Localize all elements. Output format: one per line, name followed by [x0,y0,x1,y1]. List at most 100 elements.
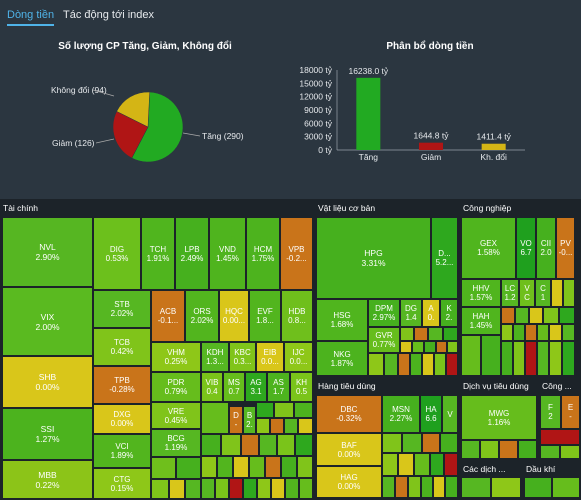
stock-cell-small[interactable] [256,402,274,418]
stock-cell-kdh[interactable]: KDH 1.3... [201,342,229,372]
stock-cell-small[interactable] [549,324,562,341]
stock-cell-lc[interactable]: LC 1.2 [501,279,519,307]
stock-cell-dpm[interactable]: DPM 2.97% [368,299,400,327]
stock-cell-small[interactable] [284,418,298,434]
stock-cell-nkg[interactable]: NKG 1.87% [316,341,368,376]
stock-cell-small[interactable] [430,453,444,476]
stock-cell-small[interactable] [543,307,559,324]
stock-cell-small[interactable] [436,341,447,353]
stock-cell-small[interactable] [402,433,422,453]
stock-cell-small[interactable] [515,307,529,324]
stock-cell-small[interactable] [201,478,215,499]
stock-cell-small[interactable] [421,476,433,498]
stock-cell-vpb[interactable]: VPB -0.2... [280,217,313,290]
stock-cell-small[interactable] [400,327,414,341]
stock-cell-d[interactable]: D- [229,406,243,434]
stock-cell-small[interactable] [551,279,563,307]
stock-cell-small[interactable] [412,341,424,353]
stock-cell-gex[interactable]: GEX 1.58% [461,217,516,279]
stock-cell-small[interactable] [529,307,543,324]
stock-cell-small[interactable] [446,353,458,376]
stock-cell-small[interactable] [560,445,580,459]
stock-cell-ssi[interactable]: SSI 1.27% [2,408,93,460]
stock-cell-tpb[interactable]: TPB -0.28% [93,366,151,404]
stock-cell-small[interactable] [241,434,259,456]
stock-cell-small[interactable] [298,418,313,434]
stock-cell-small[interactable] [525,341,537,376]
stock-cell-shb[interactable]: SHB 0.00% [2,356,93,408]
stock-cell-small[interactable] [229,478,243,499]
stock-cell-as[interactable]: AS 1.7 [267,372,290,402]
stock-cell-small[interactable] [434,353,446,376]
tab-dong-tien[interactable]: Dòng tiền [7,9,55,26]
stock-cell-small[interactable] [169,479,185,499]
stock-cell-small[interactable] [525,324,537,341]
stock-cell-small[interactable] [249,456,265,478]
stock-cell-small[interactable] [552,477,580,498]
stock-cell-small[interactable] [445,476,458,498]
stock-cell-small[interactable] [384,353,398,376]
stock-cell-small[interactable] [398,353,410,376]
stock-cell-small[interactable] [444,453,458,476]
stock-cell-small[interactable] [368,353,384,376]
stock-cell-small[interactable] [501,307,515,324]
stock-cell-small[interactable] [151,479,169,499]
stock-cell-small[interactable] [233,456,249,478]
stock-cell-small[interactable] [537,341,549,376]
stock-cell-small[interactable] [285,478,299,499]
stock-cell-small[interactable] [185,479,201,499]
stock-cell-small[interactable] [513,341,525,376]
stock-cell-small[interactable] [398,453,414,476]
stock-cell-ag[interactable]: AG 3.1 [245,372,267,402]
stock-cell-dxg[interactable]: DXG 0.00% [93,404,151,434]
stock-cell-lpb[interactable]: LPB 2.49% [175,217,209,290]
stock-cell-small[interactable] [295,434,313,456]
stock-cell-mbb[interactable]: MBB 0.22% [2,460,93,499]
stock-cell-small[interactable] [382,433,402,453]
stock-cell-vre[interactable]: VRE 0.45% [151,402,201,429]
stock-cell-small[interactable] [151,457,176,479]
stock-cell-small[interactable] [461,335,481,376]
stock-cell-evf[interactable]: EVF 1.8... [249,290,281,342]
stock-cell-acb[interactable]: ACB -0.1... [151,290,185,342]
stock-cell-small[interactable] [281,456,297,478]
stock-cell-k[interactable]: K 2. [440,299,458,327]
stock-cell-ijc[interactable]: IJC 0.0... [284,342,313,372]
stock-cell-small[interactable] [501,324,513,341]
stock-cell-small[interactable] [274,402,294,418]
stock-cell-small[interactable] [201,456,217,478]
stock-cell-small[interactable] [499,440,518,459]
stock-cell-small[interactable] [481,335,501,376]
stock-cell-ctg[interactable]: CTG 0.15% [93,468,151,499]
stock-cell-small[interactable] [428,327,443,341]
stock-cell-e[interactable]: E- [561,395,580,429]
stock-cell-hsg[interactable]: HSG 1.68% [316,299,368,341]
stock-cell-small[interactable] [562,341,575,376]
stock-cell-dig[interactable]: DIG 0.53% [93,217,141,290]
stock-cell-small[interactable] [201,434,221,456]
stock-cell-small[interactable] [294,402,313,418]
stock-cell-small[interactable] [217,456,233,478]
stock-cell-small[interactable] [243,478,257,499]
stock-cell-tcb[interactable]: TCB 0.42% [93,328,151,366]
stock-cell-dbc[interactable]: DBC -0.32% [316,395,382,433]
stock-cell-small[interactable] [447,341,458,353]
stock-cell-cii[interactable]: CII 2.0 [536,217,556,279]
stock-cell-small[interactable] [461,440,480,459]
stock-cell-nvl[interactable]: NVL 2.90% [2,217,93,287]
stock-cell-small[interactable] [563,279,575,307]
stock-cell-small[interactable] [256,418,270,434]
stock-cell-hhv[interactable]: HHV 1.57% [461,279,501,307]
stock-cell-small[interactable] [410,353,422,376]
stock-cell-hcm[interactable]: HCM 1.75% [246,217,280,290]
stock-cell-small[interactable] [501,341,513,376]
stock-cell-small[interactable] [259,434,277,456]
stock-cell-vib[interactable]: VIB 0.4 [201,372,223,402]
stock-cell-small[interactable] [400,341,412,353]
stock-cell-eib[interactable]: EIB 0.0... [256,342,284,372]
stock-cell-baf[interactable]: BAF 0.00% [316,433,382,466]
stock-cell-mwg[interactable]: MWG 1.16% [461,395,537,440]
